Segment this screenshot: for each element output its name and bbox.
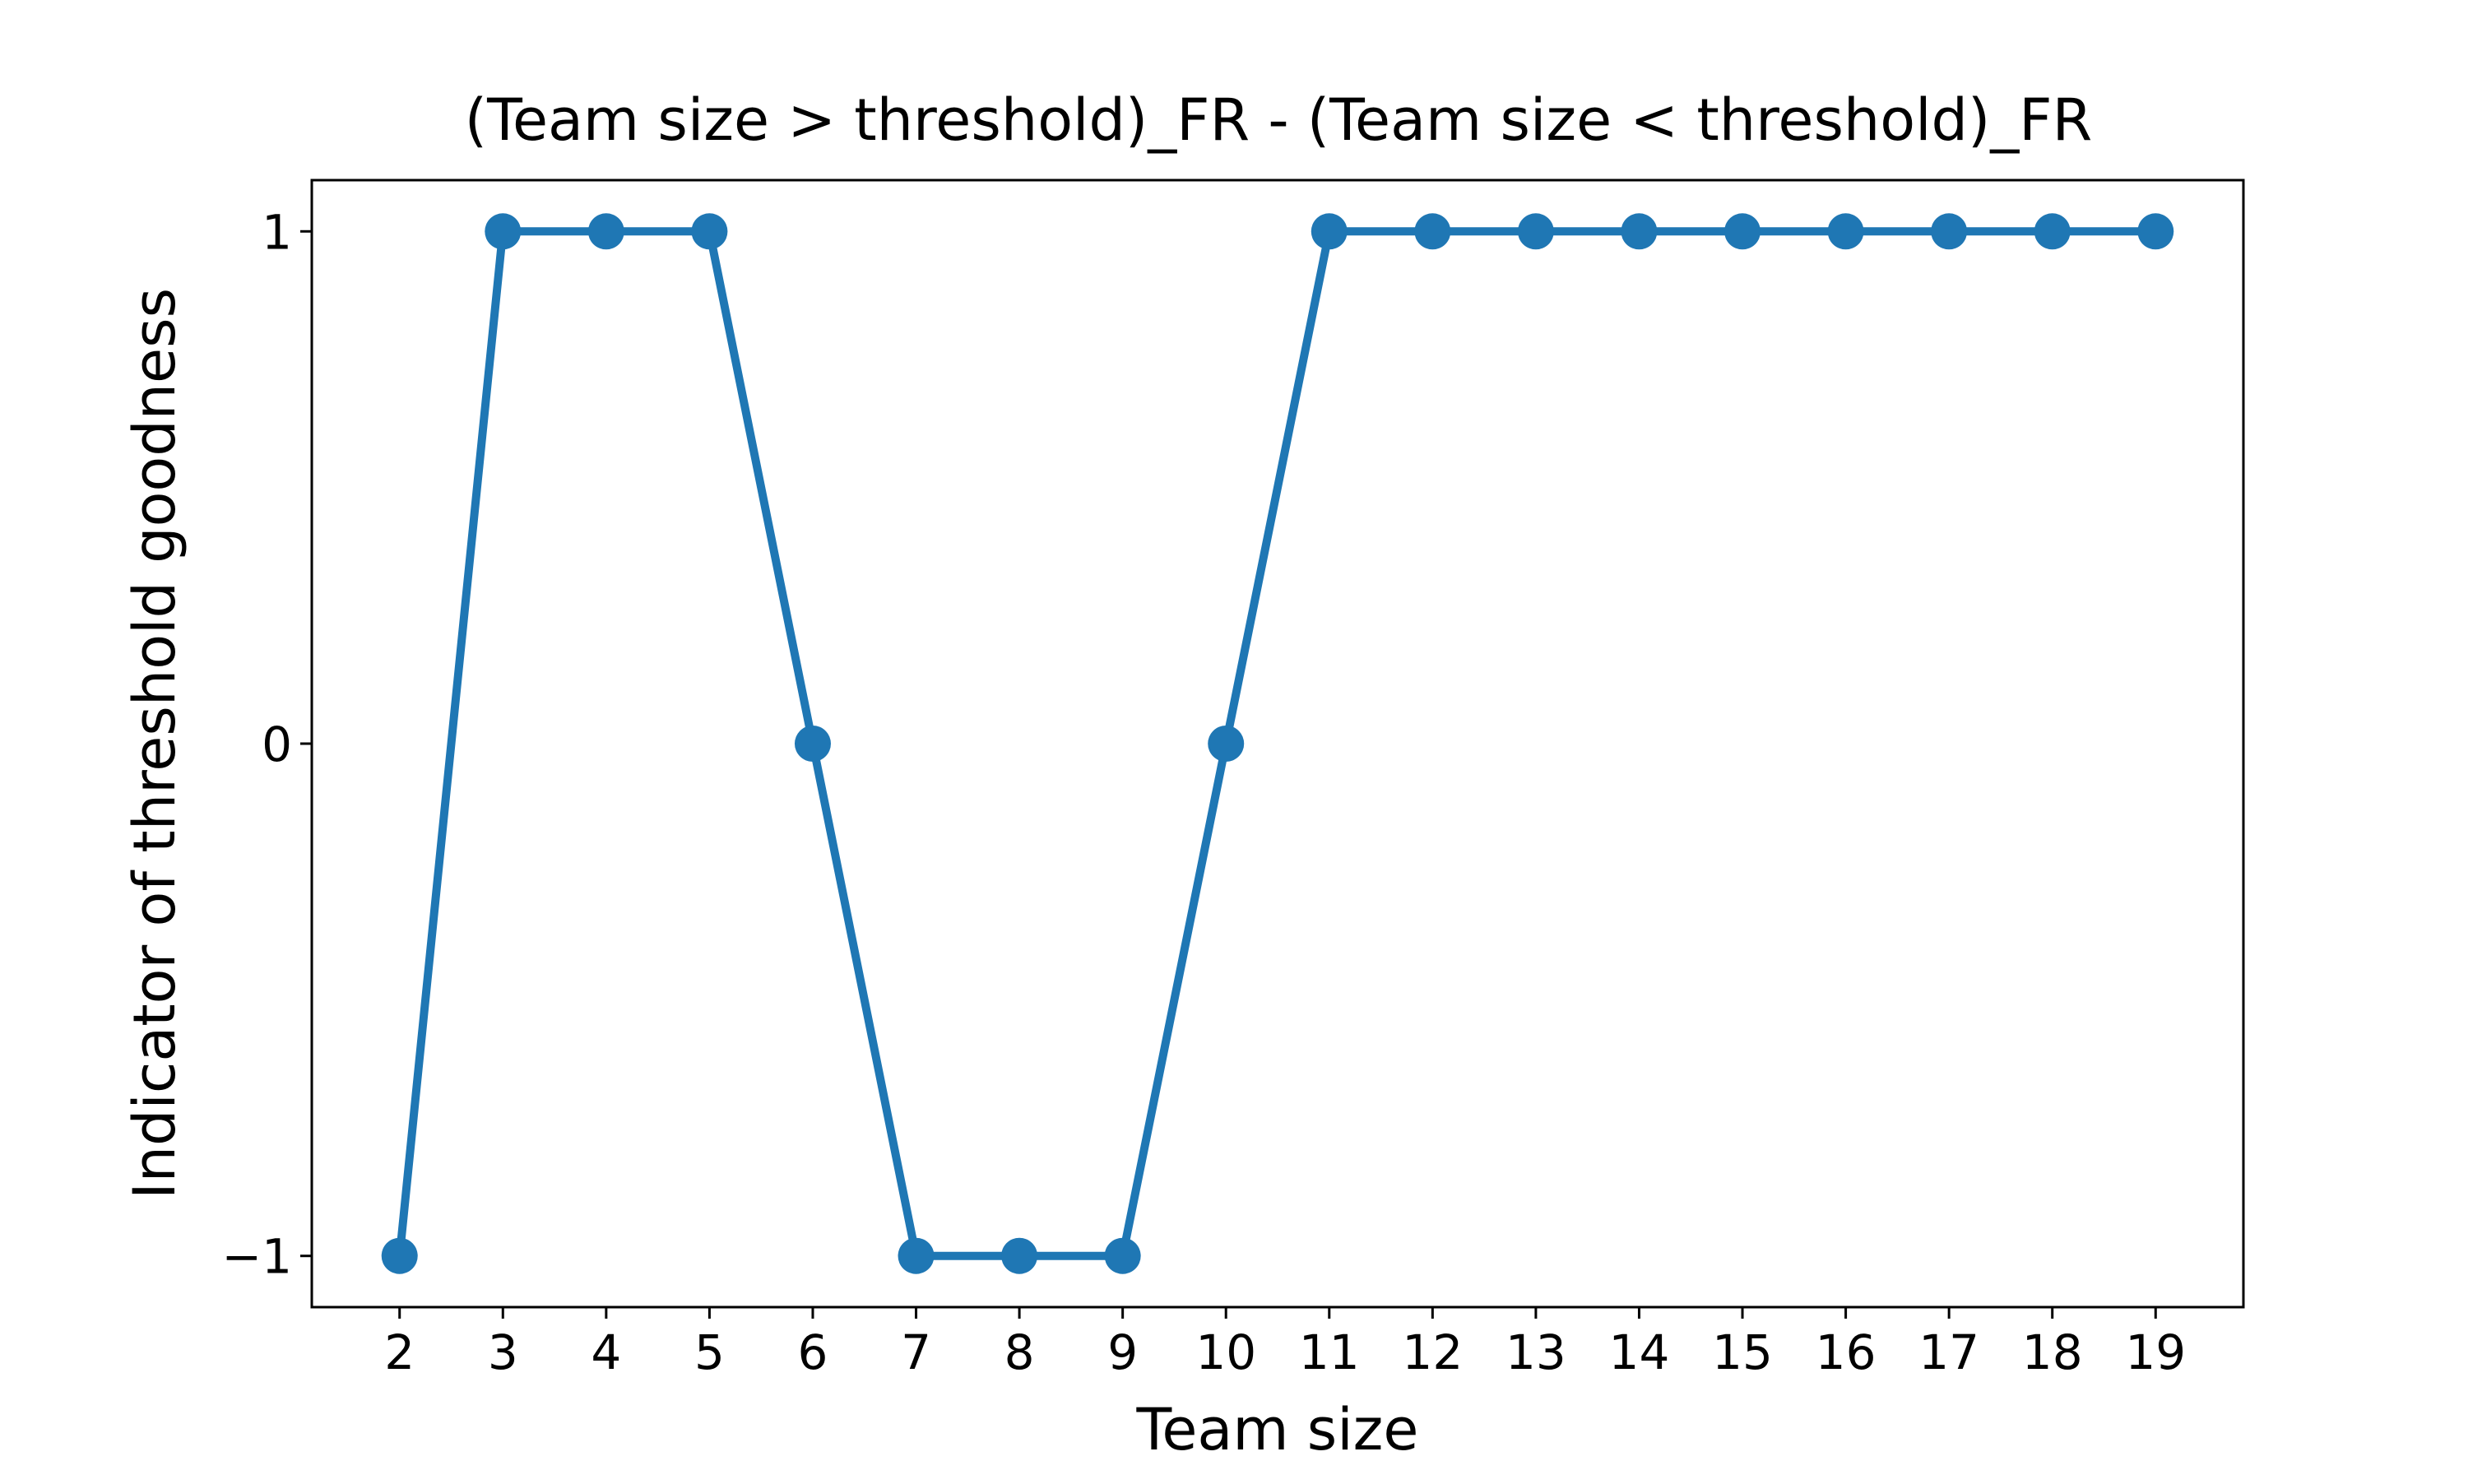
x-tick-label: 4 <box>591 1324 621 1380</box>
x-tick-label: 8 <box>1004 1324 1035 1380</box>
y-tick-label: 1 <box>262 204 292 260</box>
data-point <box>898 1237 935 1274</box>
y-tick-label: 0 <box>262 716 292 772</box>
series-markers <box>381 213 2174 1274</box>
y-axis-ticks: −1 0 1 <box>222 204 312 1285</box>
x-tick-label: 16 <box>1816 1324 1877 1380</box>
data-point <box>794 726 831 762</box>
x-tick-label: 3 <box>488 1324 518 1380</box>
x-tick-label: 9 <box>1107 1324 1138 1380</box>
data-point <box>1414 213 1451 250</box>
x-axis-label: Team size <box>1136 1396 1419 1463</box>
data-point <box>1827 213 1864 250</box>
data-point <box>1001 1237 1038 1274</box>
x-tick-label: 5 <box>694 1324 725 1380</box>
x-tick-label: 2 <box>384 1324 415 1380</box>
x-tick-label: 15 <box>1712 1324 1773 1380</box>
x-tick-label: 18 <box>2022 1324 2083 1380</box>
data-point <box>1104 1237 1141 1274</box>
data-point <box>2137 213 2174 250</box>
data-point <box>691 213 728 250</box>
data-point <box>1517 213 1554 250</box>
y-axis-label: Indicator of threshold goodness <box>121 288 188 1199</box>
x-tick-label: 17 <box>1918 1324 1979 1380</box>
x-tick-label: 13 <box>1505 1324 1566 1380</box>
data-point <box>587 213 624 250</box>
x-tick-label: 6 <box>798 1324 828 1380</box>
data-point <box>1724 213 1761 250</box>
x-tick-label: 10 <box>1195 1324 1256 1380</box>
data-point <box>381 1237 418 1274</box>
data-point <box>2034 213 2071 250</box>
data-point <box>485 213 522 250</box>
x-tick-label: 7 <box>901 1324 931 1380</box>
x-axis-ticks: 2 3 4 5 6 7 8 9 10 11 12 13 14 15 16 17 18 19 <box>384 1307 2186 1380</box>
x-tick-label: 12 <box>1402 1324 1463 1380</box>
data-point <box>1208 726 1245 762</box>
data-point <box>1621 213 1658 250</box>
chart-title: (Team size > threshold)_FR - (Team size … <box>465 86 2092 154</box>
x-tick-label: 11 <box>1299 1324 1360 1380</box>
x-tick-label: 19 <box>2125 1324 2186 1380</box>
y-tick-label: −1 <box>222 1229 293 1285</box>
data-point <box>1931 213 1968 250</box>
x-tick-label: 14 <box>1609 1324 1670 1380</box>
data-point <box>1311 213 1348 250</box>
